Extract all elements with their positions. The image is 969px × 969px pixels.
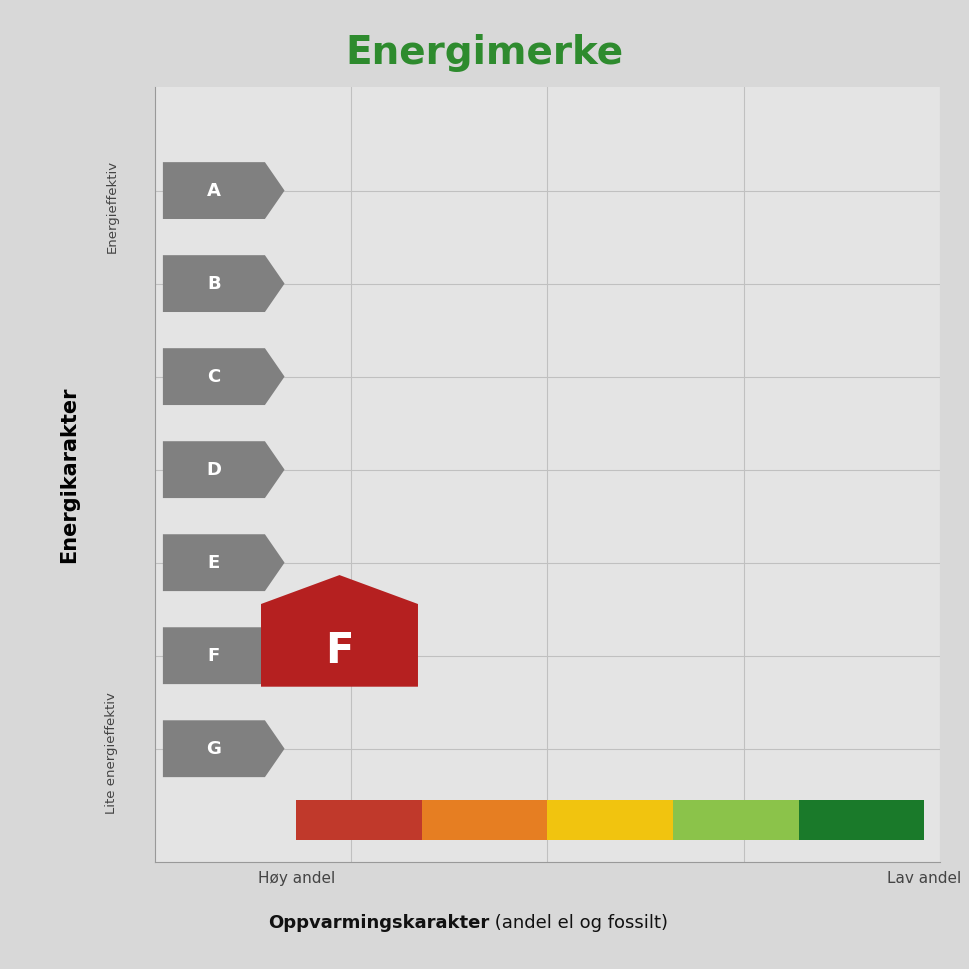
Text: C: C bbox=[207, 367, 221, 386]
Text: G: G bbox=[206, 739, 221, 758]
Polygon shape bbox=[163, 162, 285, 219]
Text: Oppvarmingskarakter: Oppvarmingskarakter bbox=[268, 914, 489, 932]
Bar bbox=[422, 800, 547, 840]
Text: A: A bbox=[207, 181, 221, 200]
Text: F: F bbox=[326, 630, 354, 672]
Bar bbox=[673, 800, 798, 840]
Text: Lav andel: Lav andel bbox=[887, 871, 961, 886]
Text: Energimerke: Energimerke bbox=[345, 34, 624, 72]
Text: B: B bbox=[207, 274, 221, 293]
Polygon shape bbox=[163, 441, 285, 498]
Text: E: E bbox=[207, 553, 220, 572]
Text: Energieffektiv: Energieffektiv bbox=[106, 160, 118, 253]
Polygon shape bbox=[163, 627, 285, 684]
Polygon shape bbox=[163, 720, 285, 777]
Text: Høy andel: Høy andel bbox=[258, 871, 335, 886]
Polygon shape bbox=[261, 575, 418, 687]
Text: D: D bbox=[206, 460, 221, 479]
Bar bbox=[297, 800, 422, 840]
Polygon shape bbox=[163, 534, 285, 591]
Text: F: F bbox=[207, 646, 220, 665]
Polygon shape bbox=[163, 255, 285, 312]
Bar bbox=[547, 800, 673, 840]
Text: Lite energieffektiv: Lite energieffektiv bbox=[106, 692, 118, 814]
Bar bbox=[798, 800, 924, 840]
Polygon shape bbox=[163, 348, 285, 405]
Text: Energikarakter: Energikarakter bbox=[59, 387, 78, 563]
Text: (andel el og fossilt): (andel el og fossilt) bbox=[489, 914, 669, 932]
